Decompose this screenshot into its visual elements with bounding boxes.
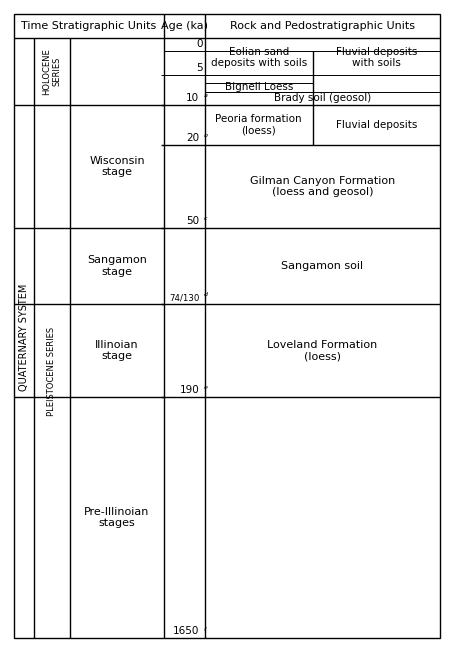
Text: 190: 190	[180, 385, 199, 395]
Text: $^b$: $^b$	[203, 132, 209, 141]
Text: 74/130: 74/130	[169, 293, 199, 302]
Text: 1650: 1650	[173, 627, 199, 636]
Text: Wisconsin
stage: Wisconsin stage	[89, 156, 145, 177]
Text: Rock and Pedostratigraphic Units: Rock and Pedostratigraphic Units	[230, 21, 415, 31]
Text: Fluvial deposits
with soils: Fluvial deposits with soils	[336, 46, 417, 69]
Text: Sangamon
stage: Sangamon stage	[87, 255, 147, 277]
Text: Fluvial deposits: Fluvial deposits	[336, 120, 417, 129]
Text: $^f$: $^f$	[203, 626, 208, 635]
Text: $^c$: $^c$	[203, 216, 209, 225]
Text: Loveland Formation
(loess): Loveland Formation (loess)	[267, 339, 378, 362]
Text: $^e$: $^e$	[203, 385, 209, 394]
Text: $^a$: $^a$	[203, 92, 209, 101]
Text: 10: 10	[186, 93, 199, 103]
Text: PLEISTOCENE SERIES: PLEISTOCENE SERIES	[47, 326, 56, 416]
Text: Eolian sand
deposits with soils: Eolian sand deposits with soils	[211, 46, 307, 69]
Text: HOLOCENE
SERIES: HOLOCENE SERIES	[42, 48, 62, 95]
Text: Gilman Canyon Formation
(loess and geosol): Gilman Canyon Formation (loess and geoso…	[250, 175, 395, 198]
Text: 20: 20	[186, 133, 199, 143]
Text: $^d$: $^d$	[203, 292, 210, 301]
Text: Peoria formation
(loess): Peoria formation (loess)	[216, 114, 302, 135]
Text: 5: 5	[196, 63, 202, 73]
Text: Time Stratigraphic Units: Time Stratigraphic Units	[21, 21, 157, 31]
Text: Age (ka): Age (ka)	[161, 21, 208, 31]
Text: Sangamon soil: Sangamon soil	[281, 261, 364, 271]
Text: Pre-Illinoian
stages: Pre-Illinoian stages	[84, 506, 150, 528]
Text: Bignell Loess: Bignell Loess	[225, 82, 293, 92]
Text: Illinoian
stage: Illinoian stage	[95, 339, 139, 362]
Text: QUATERNARY SYSTEM: QUATERNARY SYSTEM	[18, 284, 29, 392]
Text: 0: 0	[196, 39, 202, 49]
Text: Brady soil (geosol): Brady soil (geosol)	[274, 94, 371, 103]
Text: 50: 50	[186, 216, 199, 226]
